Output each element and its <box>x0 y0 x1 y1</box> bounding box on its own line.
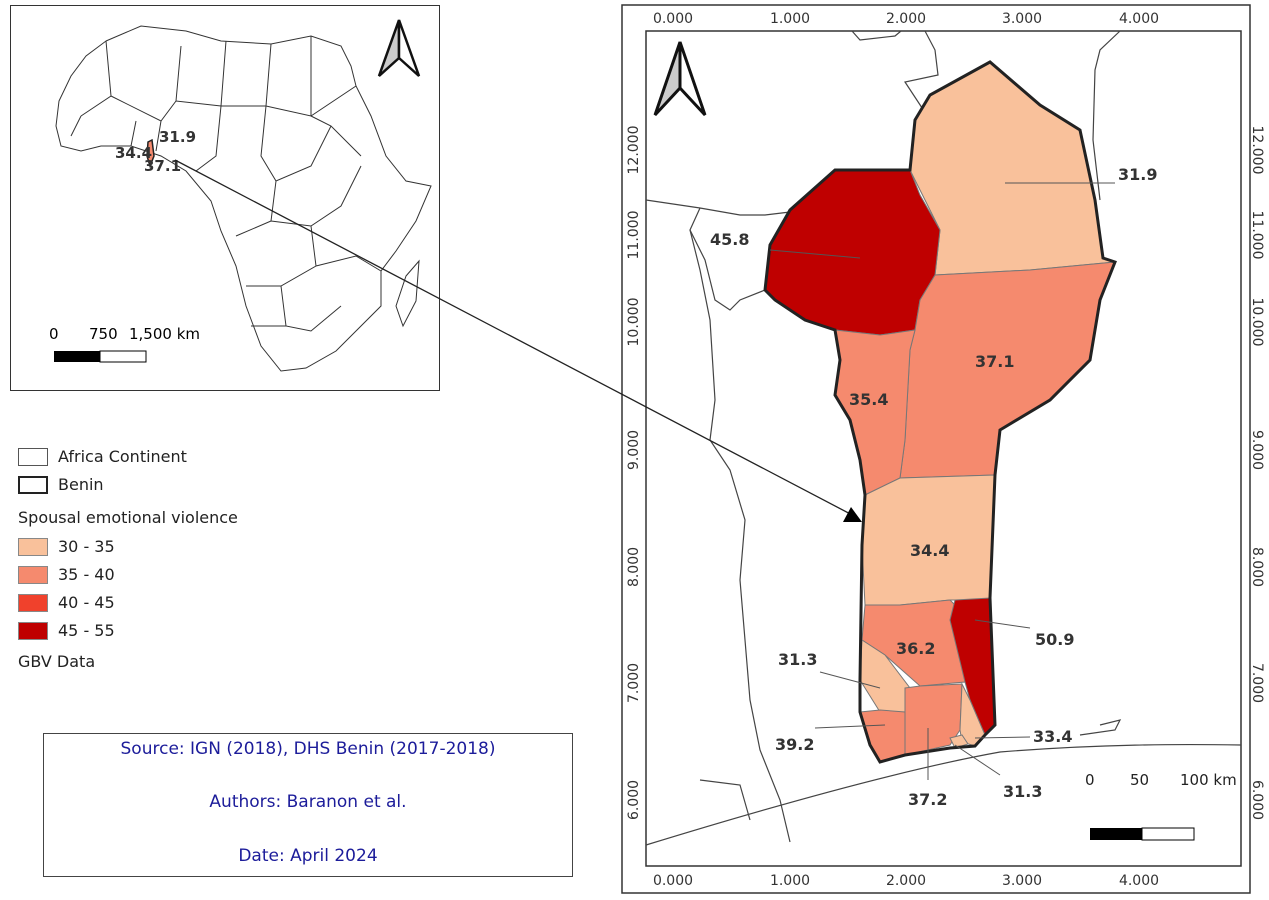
axis-tick-label: 1.000 <box>770 11 810 27</box>
axis-tick-label: 11.000 <box>1249 211 1265 260</box>
source-text: Source: IGN (2018), DHS Benin (2017-2018… <box>120 739 496 759</box>
axis-tick-label: 8.000 <box>626 547 642 587</box>
info-box: Source: IGN (2018), DHS Benin (2017-2018… <box>43 733 573 877</box>
region-label: 33.4 <box>1033 727 1072 746</box>
axis-tick-label: 0.000 <box>653 11 693 27</box>
inset-label: 37.1 <box>144 157 181 175</box>
axis-tick-label: 7.000 <box>1249 663 1265 703</box>
locator-arrow <box>174 159 862 522</box>
axis-tick-label: 1.000 <box>770 873 810 889</box>
benin-border <box>763 60 1117 764</box>
axis-tick-label: 6.000 <box>626 780 642 820</box>
date-text: Date: April 2024 <box>238 846 378 866</box>
region-label: 45.8 <box>710 230 749 249</box>
region-label: 34.4 <box>910 541 949 560</box>
axis-tick-label: 3.000 <box>1002 873 1042 889</box>
region-littoral <box>949 734 969 749</box>
legend-africa: Africa Continent <box>18 447 187 466</box>
region-label: 31.9 <box>1118 165 1157 184</box>
swatch <box>18 621 48 640</box>
axis-tick-label: 2.000 <box>886 873 926 889</box>
axis-tick-label: 10.000 <box>1249 298 1265 347</box>
axis-tick-label: 12.000 <box>626 126 642 175</box>
scale-label: 100 km <box>1180 771 1237 789</box>
swatch <box>18 475 48 494</box>
legend-label: Africa Continent <box>58 447 187 466</box>
swatch <box>18 565 48 584</box>
legend-label: 40 - 45 <box>58 593 115 612</box>
region-label: 31.3 <box>1003 782 1042 801</box>
axis-tick-label: 6.000 <box>1249 780 1265 820</box>
inset-label: 34.4 <box>115 144 152 162</box>
scale-bar <box>1090 827 1195 841</box>
region-label: 50.9 <box>1035 630 1074 649</box>
scale-label: 1,500 km <box>129 325 200 343</box>
neighbour-borders <box>645 30 1242 846</box>
region-label: 37.1 <box>975 352 1014 371</box>
inset-africa-map: 31.9 34.4 37.1 0 750 1,500 km <box>10 5 440 391</box>
benin-inset <box>146 138 155 169</box>
region-label: 39.2 <box>775 735 814 754</box>
legend-class: 35 - 40 <box>18 565 115 584</box>
region-label: 37.2 <box>908 790 947 809</box>
africa-outline <box>55 25 432 372</box>
swatch <box>18 593 48 612</box>
authors-text: Authors: Baranon et al. <box>209 792 407 812</box>
region-label: 36.2 <box>896 639 935 658</box>
scale-label: 50 <box>1130 771 1149 789</box>
leader-lines <box>769 182 1115 780</box>
axis-tick-label: 0.000 <box>653 873 693 889</box>
scale-label: 0 <box>1085 771 1095 789</box>
legend-class: 40 - 45 <box>18 593 115 612</box>
region-label: 31.3 <box>778 650 817 669</box>
axis-tick-label: 11.000 <box>626 211 642 260</box>
axis-tick-label: 7.000 <box>626 663 642 703</box>
africa-map-svg: 31.9 34.4 37.1 0 750 1,500 km <box>49 19 432 372</box>
region-alibori <box>909 61 1116 276</box>
scale-label: 750 <box>89 325 118 343</box>
axis-tick-label: 9.000 <box>1249 430 1265 470</box>
scale-bar <box>54 350 147 363</box>
north-arrow-icon <box>377 19 421 77</box>
north-arrow-icon <box>653 41 707 117</box>
axis-tick-label: 8.000 <box>1249 547 1265 587</box>
legend-class: 45 - 55 <box>18 621 115 640</box>
axis-tick-label: 3.000 <box>1002 11 1042 27</box>
region-collines <box>861 474 996 606</box>
axis-tick-label: 10.000 <box>626 298 642 347</box>
legend-label: 45 - 55 <box>58 621 115 640</box>
legend-benin: Benin <box>18 475 104 494</box>
legend-group: GBV Data <box>18 652 96 671</box>
madagascar <box>395 259 420 328</box>
axis-tick-label: 12.000 <box>1249 126 1265 175</box>
swatch <box>18 537 48 556</box>
scale-label: 0 <box>49 325 59 343</box>
axis-tick-label: 4.000 <box>1119 873 1159 889</box>
swatch <box>18 447 48 466</box>
legend-title: Spousal emotional violence <box>18 508 238 527</box>
legend-class: 30 - 35 <box>18 537 115 556</box>
legend-label: Benin <box>58 475 104 494</box>
axis-tick-label: 9.000 <box>626 430 642 470</box>
region-label: 35.4 <box>849 390 888 409</box>
legend-label: 35 - 40 <box>58 565 115 584</box>
axis-tick-label: 4.000 <box>1119 11 1159 27</box>
axis-tick-label: 2.000 <box>886 11 926 27</box>
inset-label: 31.9 <box>159 128 196 146</box>
legend-label: 30 - 35 <box>58 537 115 556</box>
